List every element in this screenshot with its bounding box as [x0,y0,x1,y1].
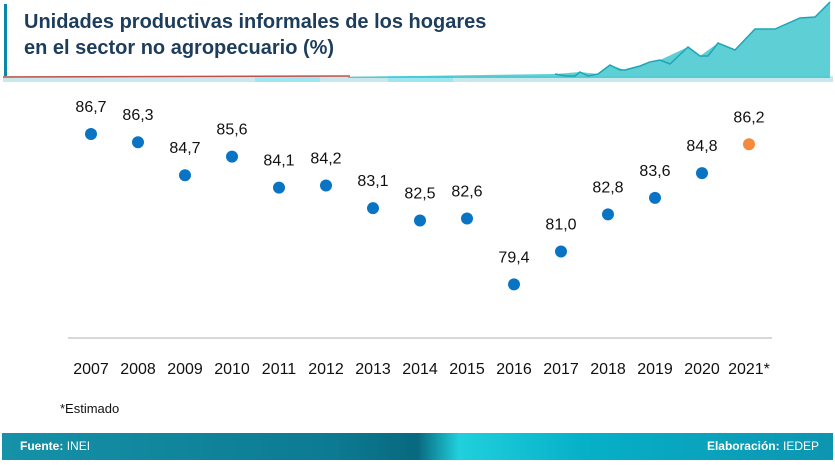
x-tick-label: 2011 [262,361,297,378]
data-point [555,245,567,258]
x-tick-label: 2015 [449,361,485,378]
data-point [649,191,661,204]
estimate-note: *Estimado [60,401,120,416]
x-tick-label: 2017 [543,361,579,378]
data-point [85,128,97,140]
x-tick-label: 2016 [496,361,532,378]
data-point [226,150,238,163]
data-label: 84,7 [169,140,200,157]
credit-value: IEDEP [782,439,819,453]
x-tick-label: 2012 [308,361,344,378]
x-tick-label: 2020 [684,361,720,378]
data-label: 79,4 [498,249,529,266]
data-label: 82,6 [451,183,482,200]
x-tick-label: 2021* [728,361,770,378]
data-label: 82,5 [404,186,435,203]
scatter-chart: 86,7 2007 86,3 2008 84,7 2009 85,6 2010 84,1 2011… [68,99,772,378]
data-point [414,214,426,227]
credit-label: Elaboración: [706,439,780,453]
x-tick-label: 2008 [120,361,156,378]
title-line-2: en el sector no agropecuario (%) [24,37,335,59]
data-point [743,138,755,151]
data-point [132,136,144,149]
data-point [367,202,379,215]
data-label: 84,2 [310,151,341,168]
data-label: 83,6 [639,163,670,180]
footer-bar: Fuente: INEI Elaboración: IEDEP [2,433,833,460]
x-tick-label: 2007 [73,361,109,378]
data-point [179,169,191,182]
title-line-1: Unidades productivas informales de los h… [24,11,487,33]
x-tick-label: 2018 [590,361,626,378]
x-tick-label: 2009 [167,361,203,378]
data-label: 85,6 [216,122,247,139]
data-label: 86,3 [122,107,153,124]
data-point [273,181,285,194]
data-label: 82,8 [592,179,623,196]
x-tick-label: 2014 [402,361,438,378]
title-accent-bar [4,4,7,76]
data-point [696,167,708,180]
data-label: 84,8 [686,138,717,155]
data-point [508,278,520,291]
x-tick-label: 2013 [355,361,391,378]
chart-title: Unidades productivas informales de los h… [24,9,486,61]
data-label: 86,2 [733,109,764,126]
data-point [461,212,473,225]
data-label: 83,1 [357,173,388,190]
x-tick-label: 2010 [214,361,250,378]
header-decoration [2,1,833,82]
data-point [320,179,332,192]
data-label: 81,0 [545,216,576,233]
data-label: 84,1 [263,153,294,170]
x-tick-label: 2019 [637,361,673,378]
data-point [602,208,614,221]
source-value: INEI [66,439,91,453]
data-label: 86,7 [75,99,106,116]
source-label: Fuente: [20,439,64,453]
